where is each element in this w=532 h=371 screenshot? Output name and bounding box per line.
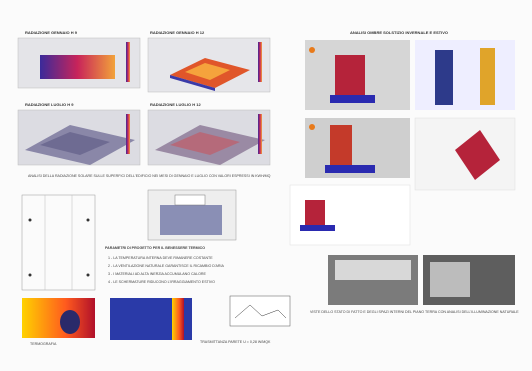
board: RADIAZIONE GENNAIO H 9 RADIAZIONE GENNAI…: [0, 0, 532, 371]
panel-title: RADIAZIONE GENNAIO H 12: [150, 30, 204, 35]
list-title: PARAMETRI DI PROGETTO PER IL BENESSERE T…: [105, 246, 235, 251]
panel-title: RADIAZIONE GENNAIO H 9: [25, 30, 77, 35]
list-item: 3 - I MATERIALI AD ALTA INERZIA ACCUMULA…: [108, 272, 206, 277]
panel-title: RADIAZIONE LUGLIO H 9: [25, 102, 73, 107]
right-title: ANALISI OMBRE SOLSTIZIO INVERNALE E ESTI…: [350, 30, 448, 35]
panel-title: RADIAZIONE LUGLIO H 12: [150, 102, 201, 107]
list-item: 1 - LA TEMPERATURA INTERNA DEVE RIMANERE…: [108, 256, 213, 261]
list-item: 2 - LA VENTILAZIONE NATURALE GARANTISCE …: [108, 264, 224, 269]
photo-caption: VISTE DELLO STATO DI FATTO E DEGLI SPAZI…: [310, 310, 520, 315]
graph-caption: TRASMITTANZA PARETE U = 0,28 W/MQK: [200, 340, 290, 345]
graphics: [0, 0, 532, 371]
caption: TERMOGRAFIA: [30, 342, 56, 347]
list-item: 4 - LE SCHERMATURE RIDUCONO L'IRRAGGIAME…: [108, 280, 215, 285]
paragraph: ANALISI DELLA RADIAZIONE SOLARE SULLE SU…: [28, 174, 288, 179]
